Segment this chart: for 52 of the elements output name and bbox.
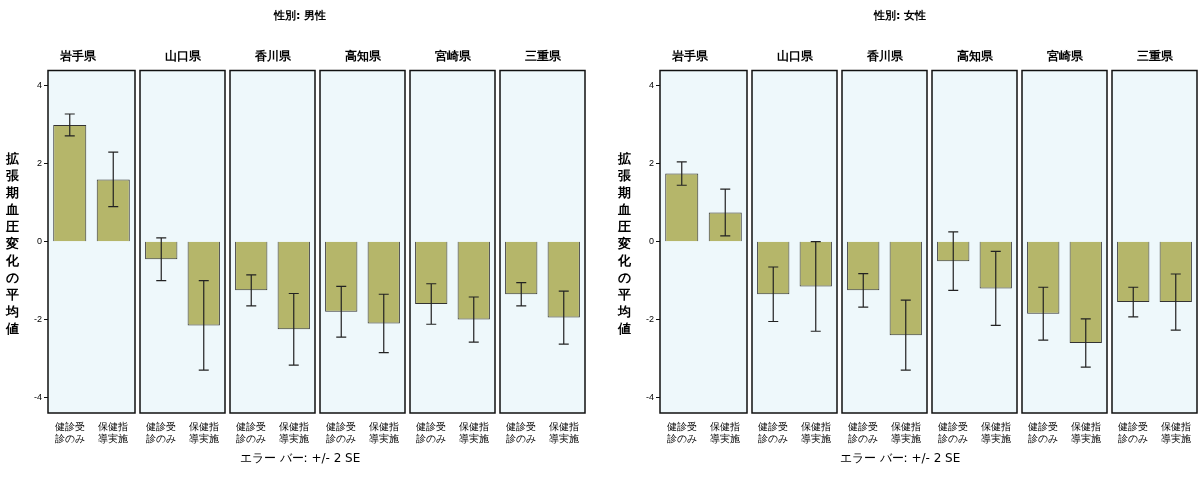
x-tick-label: 健診受診のみ: [506, 420, 537, 444]
chart-title: 香川県: [253, 49, 292, 64]
chart-title: 岩手県: [670, 49, 709, 64]
x-tick-label: 健診受診のみ: [146, 420, 177, 444]
y-tick-label: -2: [33, 314, 42, 325]
x-tick-label: 保健指導実施: [188, 420, 219, 444]
x-tick-label: 保健指導実施: [800, 420, 831, 444]
y-tick-label: -2: [645, 314, 654, 325]
x-tick-label: 保健指導実施: [278, 420, 309, 444]
x-tick-label: 保健指導実施: [890, 420, 921, 444]
chart-title: 宮崎県: [1046, 49, 1084, 64]
x-tick-label: 健診受診のみ: [416, 420, 447, 444]
chart-title: 高知県: [344, 49, 382, 64]
y-tick-label: 4: [36, 80, 42, 91]
text: 性別: 男性: [272, 8, 328, 23]
chart-title: 宮崎県: [434, 49, 472, 64]
x-tick-label: 健診受診のみ: [938, 420, 969, 444]
x-tick-label: 健診受診のみ: [666, 420, 697, 444]
text: 拡張期血圧変化の平均値: [618, 151, 631, 336]
y-tick-label: -4: [645, 391, 654, 402]
chart-title: 三重県: [1136, 49, 1174, 64]
chart-title: 香川県: [865, 49, 904, 64]
chart-title: 山口県: [776, 49, 814, 64]
x-tick-label: 健診受診のみ: [1118, 420, 1149, 444]
x-tick-label: 健診受診のみ: [326, 420, 357, 444]
text: エラー バー: +/- 2 SE: [838, 450, 962, 467]
text: 拡張期血圧変化の平均値: [6, 151, 19, 336]
y-tick-label: 4: [648, 80, 654, 91]
text: 性別: 女性: [872, 8, 928, 23]
x-tick-label: 健診受診のみ: [1028, 420, 1059, 444]
chart-title: 高知県: [956, 49, 994, 64]
x-tick-label: 保健指導実施: [1160, 420, 1191, 444]
x-tick-label: 保健指導実施: [980, 420, 1011, 444]
x-tick-label: 保健指導実施: [458, 420, 489, 444]
y-tick-label: 2: [648, 158, 654, 169]
x-tick-label: 保健指導実施: [710, 420, 741, 444]
y-tick-label: -4: [33, 391, 42, 402]
chart-title: 三重県: [524, 49, 562, 64]
x-tick-label: 健診受診のみ: [236, 420, 267, 444]
x-tick-label: 保健指導実施: [1070, 420, 1101, 444]
x-tick-label: 保健指導実施: [98, 420, 129, 444]
text: エラー バー: +/- 2 SE: [238, 450, 362, 467]
y-tick-label: 2: [36, 158, 42, 169]
x-tick-label: 保健指導実施: [548, 420, 579, 444]
chart-title: 岩手県: [58, 49, 97, 64]
x-tick-label: 保健指導実施: [368, 420, 399, 444]
x-tick-label: 健診受診のみ: [848, 420, 879, 444]
y-tick-label: 0: [648, 236, 654, 247]
chart-title: 山口県: [164, 49, 202, 64]
x-tick-label: 健診受診のみ: [758, 420, 789, 444]
x-tick-label: 健診受診のみ: [54, 420, 85, 444]
y-tick-label: 0: [36, 236, 42, 247]
